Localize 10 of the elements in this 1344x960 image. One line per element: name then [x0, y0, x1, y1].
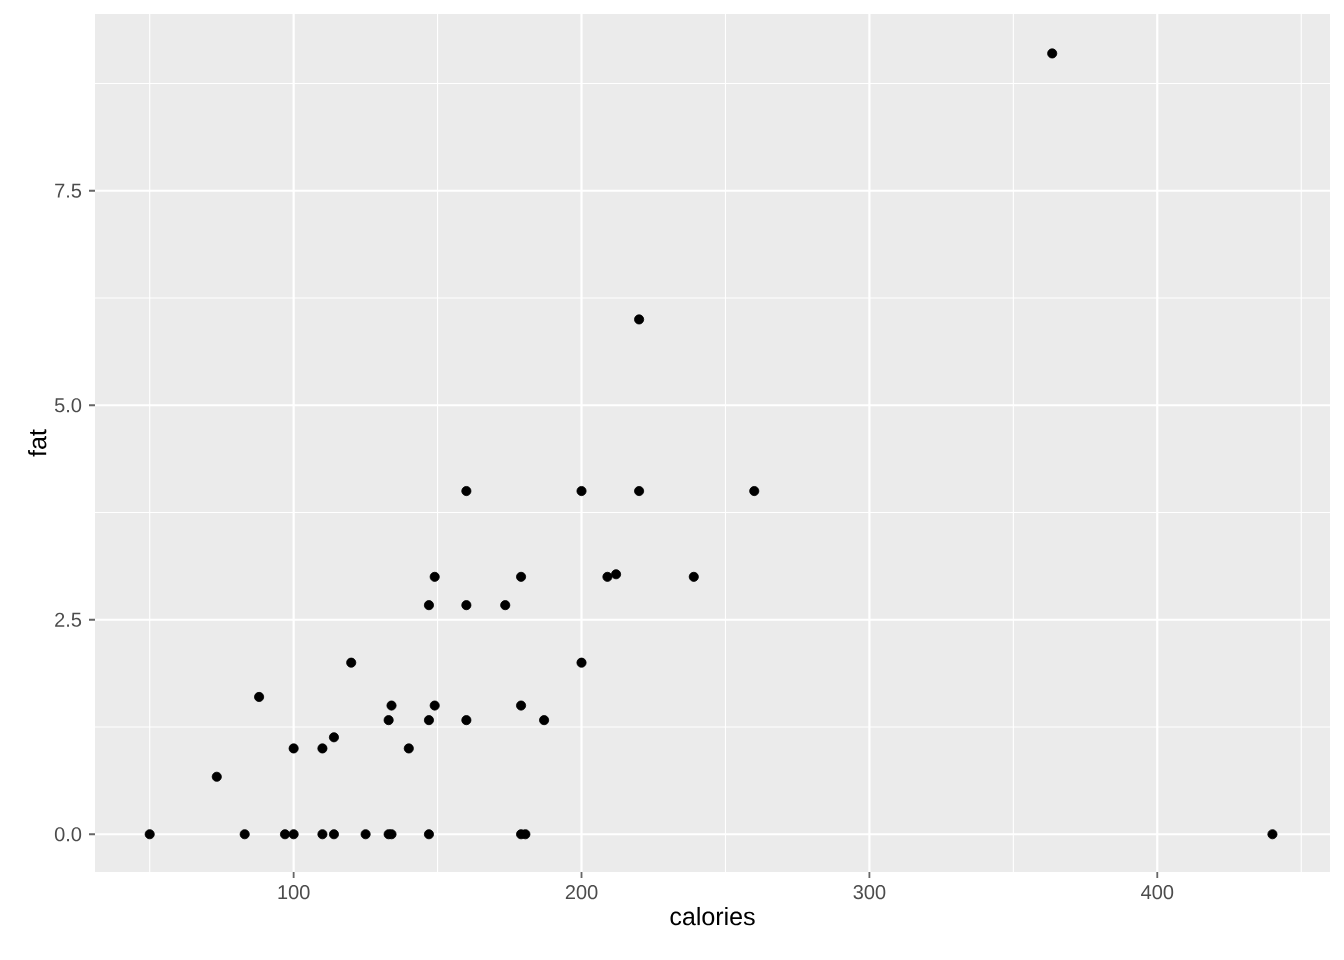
y-tick-label: 7.5 — [55, 183, 82, 198]
y-tick-label: 5.0 — [54, 398, 82, 413]
y-tick-label: 0.0 — [54, 827, 82, 842]
y-tick-label: 2.5 — [55, 612, 82, 627]
x-tick-label: 100 — [278, 885, 310, 900]
x-axis-title: calories — [670, 906, 755, 926]
x-tick-label: 300 — [853, 885, 886, 900]
y-axis-title: fat — [28, 429, 47, 457]
x-tick-label: 400 — [1141, 885, 1174, 900]
x-tick-label: 200 — [565, 885, 598, 900]
